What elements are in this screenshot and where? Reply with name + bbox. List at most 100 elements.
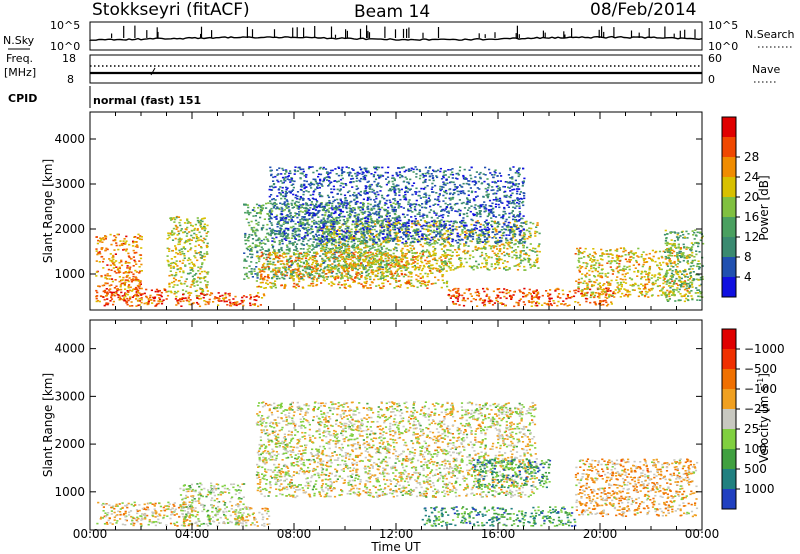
- cell: [395, 231, 398, 234]
- cell: [123, 298, 126, 301]
- cell: [427, 170, 430, 172]
- cell: [105, 236, 108, 238]
- cell: [276, 223, 279, 225]
- cell: [266, 223, 269, 226]
- cell: [455, 254, 459, 257]
- cell: [378, 258, 381, 260]
- cell: [98, 285, 101, 288]
- cell: [387, 255, 390, 257]
- cell: [329, 230, 332, 233]
- cell: [333, 236, 336, 239]
- cell: [342, 257, 345, 260]
- cell: [309, 204, 312, 206]
- cell: [373, 278, 376, 281]
- cell: [424, 196, 427, 198]
- cell: [398, 263, 401, 265]
- cell: [295, 234, 298, 237]
- cell: [386, 264, 389, 266]
- cell: [123, 238, 126, 240]
- cell: [335, 241, 338, 244]
- cell: [131, 278, 135, 280]
- cell: [297, 257, 300, 260]
- cell: [345, 222, 348, 225]
- cell: [413, 256, 416, 258]
- cell: [475, 196, 478, 198]
- cell: [271, 240, 274, 242]
- cell: [451, 198, 454, 200]
- cell: [401, 254, 404, 257]
- cell: [261, 207, 265, 209]
- cell: [137, 233, 140, 236]
- cell: [367, 215, 370, 218]
- cell: [454, 210, 457, 212]
- cell: [439, 230, 442, 232]
- cell: [268, 254, 271, 257]
- cell: [363, 251, 366, 253]
- cell: [481, 254, 484, 256]
- cell: [292, 272, 295, 274]
- cell: [305, 251, 308, 254]
- cell: [447, 265, 450, 268]
- cell: [165, 298, 168, 300]
- cell: [334, 278, 337, 281]
- cell: [405, 261, 408, 264]
- cell: [471, 238, 475, 240]
- cell: [188, 238, 191, 241]
- cell: [275, 216, 278, 218]
- cell: [439, 235, 442, 238]
- cell: [296, 265, 299, 267]
- cell: [414, 261, 417, 263]
- cell: [408, 250, 411, 252]
- cell: [181, 262, 184, 264]
- cell: [313, 257, 316, 260]
- cell: [377, 220, 380, 223]
- cell: [412, 259, 415, 261]
- cell: [305, 266, 308, 268]
- cell: [484, 187, 487, 190]
- cell: [402, 207, 405, 209]
- cell: [420, 260, 423, 263]
- cell: [257, 268, 261, 270]
- cell: [245, 267, 248, 269]
- cell: [395, 220, 398, 223]
- cell: [386, 211, 389, 213]
- cell: [455, 226, 458, 228]
- cell: [116, 269, 119, 271]
- cell: [279, 213, 282, 215]
- cell: [340, 276, 343, 279]
- cell: [394, 226, 397, 229]
- cell: [370, 281, 373, 283]
- cell: [305, 259, 308, 262]
- cell: [177, 299, 180, 301]
- cell: [272, 269, 275, 272]
- cell: [528, 230, 531, 233]
- cell: [199, 288, 202, 291]
- cell: [396, 269, 399, 272]
- cell: [386, 280, 390, 283]
- cell: [262, 257, 266, 259]
- cell: [348, 204, 352, 207]
- cell: [297, 277, 300, 279]
- cell: [298, 255, 301, 257]
- cell: [356, 255, 360, 257]
- cell: [385, 223, 388, 226]
- cell: [503, 207, 506, 210]
- cell: [332, 223, 335, 225]
- cell: [468, 233, 471, 235]
- cell: [351, 269, 354, 272]
- cell: [189, 259, 192, 261]
- cell: [360, 276, 363, 279]
- cell: [268, 267, 271, 269]
- cell: [493, 252, 496, 255]
- cell: [373, 240, 376, 243]
- cell: [272, 206, 276, 209]
- cell: [263, 278, 266, 281]
- beam-title: Beam 14: [354, 2, 430, 22]
- cell: [283, 286, 286, 288]
- cell: [523, 197, 526, 200]
- cell: [282, 262, 285, 265]
- cell: [277, 173, 280, 175]
- cell: [338, 202, 341, 205]
- cell: [467, 190, 470, 192]
- cell: [487, 222, 490, 224]
